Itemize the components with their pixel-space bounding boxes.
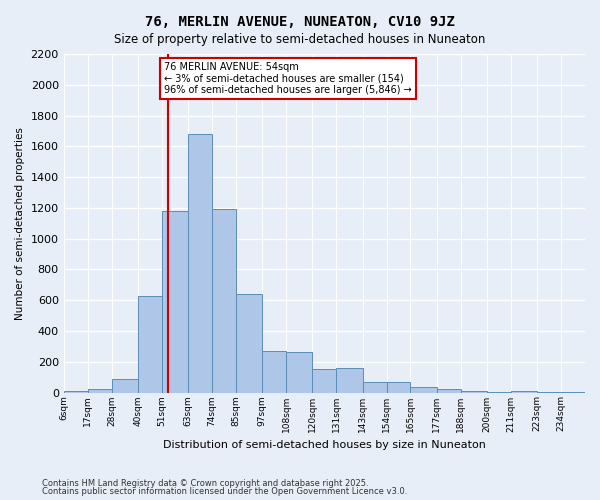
- Bar: [437, 388, 461, 392]
- Bar: [262, 351, 286, 393]
- Bar: [188, 134, 212, 392]
- Bar: [64, 391, 88, 392]
- Y-axis label: Number of semi-detached properties: Number of semi-detached properties: [15, 127, 25, 320]
- Text: 76, MERLIN AVENUE, NUNEATON, CV10 9JZ: 76, MERLIN AVENUE, NUNEATON, CV10 9JZ: [145, 15, 455, 29]
- Bar: [410, 387, 437, 392]
- Text: Contains public sector information licensed under the Open Government Licence v3: Contains public sector information licen…: [42, 487, 407, 496]
- Bar: [386, 382, 410, 392]
- Bar: [236, 294, 262, 392]
- Bar: [286, 352, 313, 393]
- Bar: [112, 378, 138, 392]
- X-axis label: Distribution of semi-detached houses by size in Nuneaton: Distribution of semi-detached houses by …: [163, 440, 486, 450]
- Bar: [337, 368, 362, 392]
- Bar: [313, 368, 337, 392]
- Text: Size of property relative to semi-detached houses in Nuneaton: Size of property relative to semi-detach…: [115, 32, 485, 46]
- Bar: [138, 296, 162, 392]
- Bar: [461, 391, 487, 392]
- Text: 76 MERLIN AVENUE: 54sqm
← 3% of semi-detached houses are smaller (154)
96% of se: 76 MERLIN AVENUE: 54sqm ← 3% of semi-det…: [164, 62, 412, 95]
- Bar: [511, 391, 537, 392]
- Bar: [212, 210, 236, 392]
- Text: Contains HM Land Registry data © Crown copyright and database right 2025.: Contains HM Land Registry data © Crown c…: [42, 478, 368, 488]
- Bar: [162, 211, 188, 392]
- Bar: [362, 382, 386, 392]
- Bar: [88, 390, 112, 392]
